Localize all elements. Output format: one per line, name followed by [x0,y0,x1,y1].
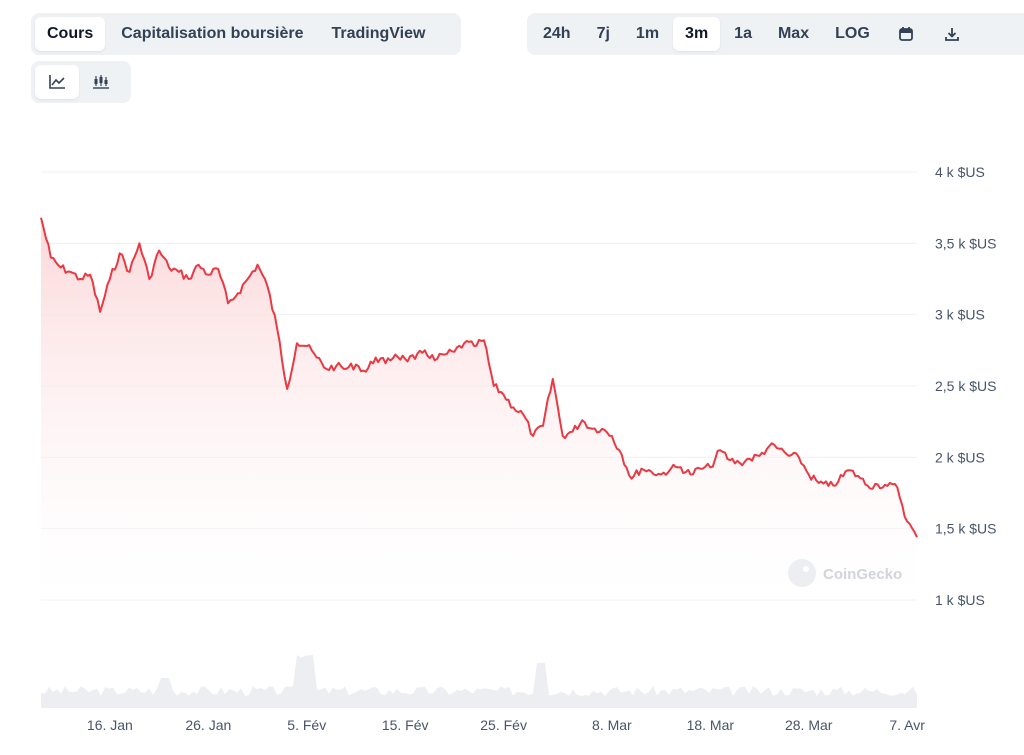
line-chart-button[interactable] [35,65,79,99]
tab-market-cap[interactable]: Capitalisation boursière [121,25,304,42]
range-max[interactable]: Max [777,25,810,42]
x-tick-label: 28. Mar [785,717,833,733]
x-tick-label: 5. Fév [287,717,326,733]
range-3m[interactable]: 3m [673,17,721,51]
price-area-fill [41,217,917,600]
calendar-button[interactable] [884,17,928,51]
x-tick-label: 18. Mar [687,717,735,733]
download-icon [944,28,959,41]
x-tick-label: 15. Fév [382,717,429,733]
y-tick-label: 3 k $US [935,307,985,323]
y-tick-label: 4 k $US [935,164,985,180]
range-7d[interactable]: 7j [596,25,610,42]
volume-shape [41,655,917,708]
line-chart-icon [49,75,65,89]
y-tick-label: 1,5 k $US [935,521,996,537]
candlestick-chart-button[interactable] [79,65,123,99]
watermark-text: CoinGecko [823,566,902,583]
x-tick-label: 26. Jan [185,717,231,733]
y-tick-label: 1 k $US [935,592,985,608]
x-tick-label: 16. Jan [87,717,133,733]
range-1y[interactable]: 1a [734,25,752,42]
chart-type-selector [31,61,131,103]
log-scale-toggle[interactable]: LOG [835,25,870,42]
volume-area [41,655,917,708]
range-24h[interactable]: 24h [543,25,571,42]
y-tick-label: 3,5 k $US [935,235,996,251]
price-line[interactable] [40,217,918,538]
y-tick-label: 2 k $US [935,449,985,465]
coingecko-watermark: CoinGecko [788,559,902,587]
tab-price[interactable]: Cours [35,17,106,51]
tab-tradingview[interactable]: TradingView [331,25,426,42]
x-axis-labels: 16. Jan 26. Jan 5. Fév 15. Fév 25. Fév 8. Mar… [87,717,925,733]
y-tick-label: 2,5 k $US [935,378,996,394]
calendar-icon [898,27,913,41]
x-tick-label: 7. Avr [889,717,925,733]
download-button[interactable] [930,17,974,51]
x-tick-label: 25. Fév [480,717,527,733]
range-1m[interactable]: 1m [635,25,660,42]
y-axis-labels: 4 k $US 3,5 k $US 3 k $US 2,5 k $US 2 k $US 1… [935,164,996,608]
x-tick-label: 8. Mar [592,717,632,733]
chart-mode-tabs: Cours Capitalisation boursière TradingVi… [31,13,461,55]
candlestick-chart-icon [93,75,109,89]
time-range-selector: 24h 7j 1m 3m 1a Max LOG [527,13,1024,55]
